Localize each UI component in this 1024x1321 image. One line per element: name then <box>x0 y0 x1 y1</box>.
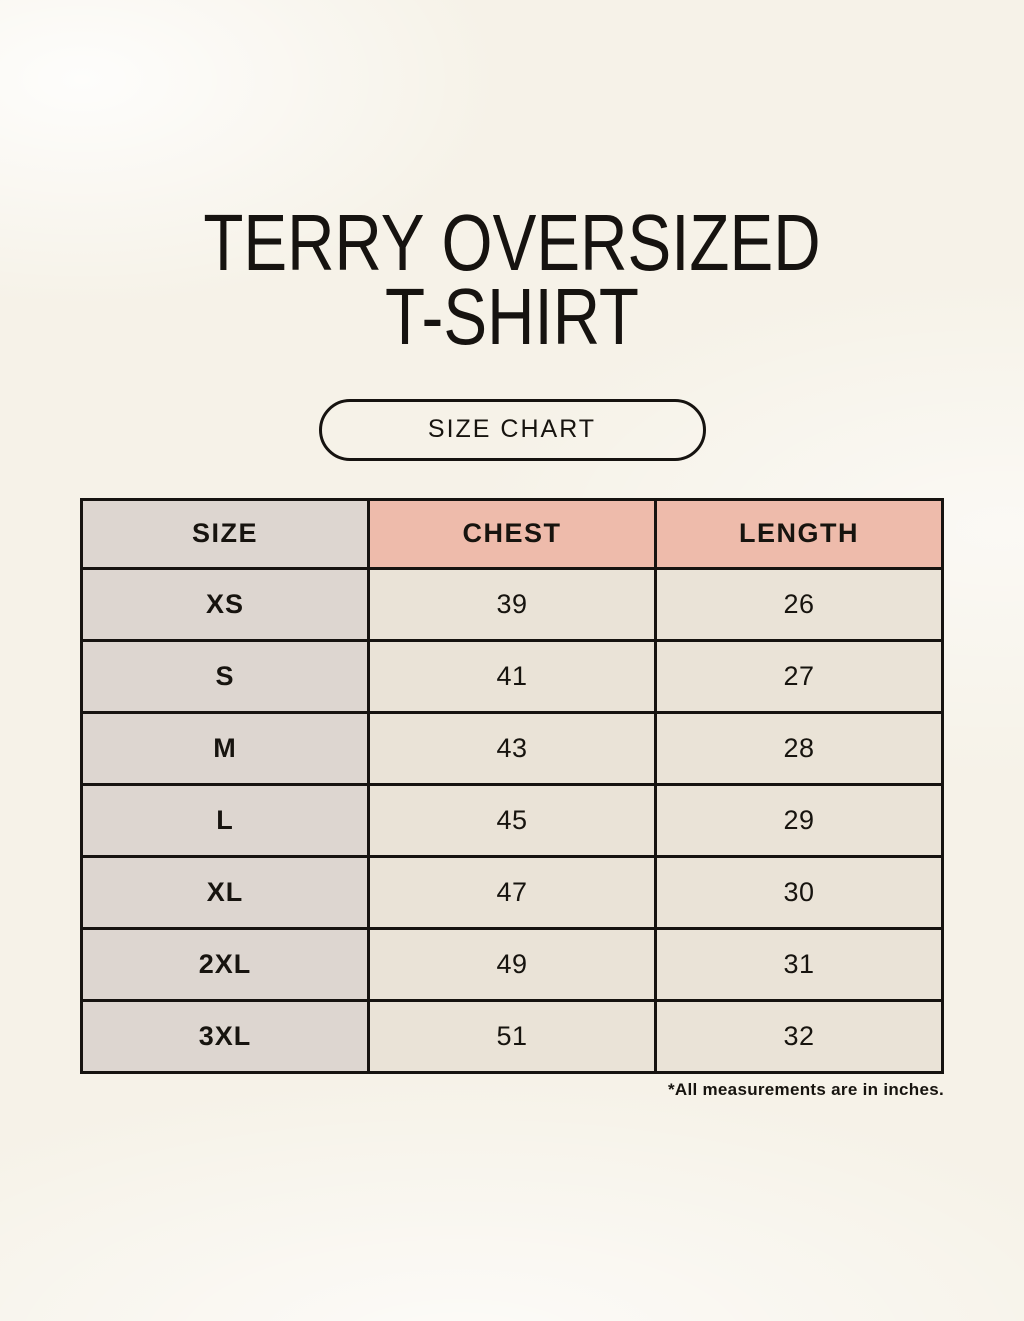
size-chart-badge: SIZE CHART <box>318 398 706 461</box>
length-value: 31 <box>783 948 815 979</box>
length-cell: 27 <box>654 638 944 714</box>
size-cell: S <box>80 638 370 714</box>
length-cell: 32 <box>654 998 944 1074</box>
column-header-chest: CHEST <box>367 497 657 570</box>
product-title-line-1: TERRY OVERSIZED <box>203 198 821 287</box>
length-cell: 31 <box>654 926 944 1002</box>
product-title: TERRY OVERSIZED T-SHIRT <box>0 0 1024 362</box>
table-row: XS 39 26 <box>80 566 944 642</box>
chest-value: 45 <box>496 804 528 835</box>
table-row: 3XL 51 32 <box>80 998 944 1074</box>
table-row: L 45 29 <box>80 782 944 858</box>
length-value: 27 <box>783 660 815 691</box>
size-chart-badge-label: SIZE CHART <box>427 415 597 444</box>
chest-value: 41 <box>496 660 528 691</box>
size-cell: XL <box>80 854 370 930</box>
footnote: *All measurements are in inches. <box>667 1079 944 1099</box>
chest-cell: 41 <box>367 638 657 714</box>
length-cell: 29 <box>654 782 944 858</box>
size-cell: L <box>80 782 370 858</box>
size-cell: M <box>80 710 370 786</box>
table-row: S 41 27 <box>80 638 944 714</box>
size-chart-table: SIZE CHEST LENGTH XS 39 26 S 41 27 M 43 … <box>80 497 944 1074</box>
size-label: XS <box>205 588 245 619</box>
table-row: M 43 28 <box>80 710 944 786</box>
size-label: M <box>213 732 237 763</box>
size-chart-section: SIZE CHEST LENGTH XS 39 26 S 41 27 M 43 … <box>80 497 944 1100</box>
chest-value: 51 <box>496 1020 528 1051</box>
table-row: XL 47 30 <box>80 854 944 930</box>
chest-cell: 51 <box>367 998 657 1074</box>
chest-value: 43 <box>496 732 528 763</box>
chest-cell: 45 <box>367 782 657 858</box>
length-cell: 28 <box>654 710 944 786</box>
length-value: 29 <box>783 804 815 835</box>
size-label: L <box>216 804 234 835</box>
length-value: 30 <box>783 876 815 907</box>
length-value: 26 <box>783 588 815 619</box>
size-cell: 3XL <box>80 998 370 1074</box>
chest-value: 47 <box>496 876 528 907</box>
table-row: 2XL 49 31 <box>80 926 944 1002</box>
chest-cell: 39 <box>367 566 657 642</box>
length-cell: 26 <box>654 566 944 642</box>
chest-value: 49 <box>496 948 528 979</box>
length-value: 32 <box>783 1020 815 1051</box>
length-cell: 30 <box>654 854 944 930</box>
size-cell: 2XL <box>80 926 370 1002</box>
product-title-line-2: T-SHIRT <box>385 272 639 362</box>
column-header-size: SIZE <box>80 497 370 570</box>
size-label: XL <box>206 876 244 907</box>
header-row: SIZE CHEST LENGTH <box>80 497 944 570</box>
size-label: 3XL <box>198 1020 252 1051</box>
chest-cell: 49 <box>367 926 657 1002</box>
size-label: S <box>215 660 235 691</box>
column-header-size-label: SIZE <box>191 518 258 549</box>
size-cell: XS <box>80 566 370 642</box>
column-header-chest-label: CHEST <box>462 518 562 549</box>
chest-cell: 47 <box>367 854 657 930</box>
size-label: 2XL <box>198 948 252 979</box>
column-header-length: LENGTH <box>654 497 944 570</box>
column-header-length-label: LENGTH <box>739 518 859 549</box>
length-value: 28 <box>783 732 815 763</box>
chest-cell: 43 <box>367 710 657 786</box>
chest-value: 39 <box>496 588 528 619</box>
